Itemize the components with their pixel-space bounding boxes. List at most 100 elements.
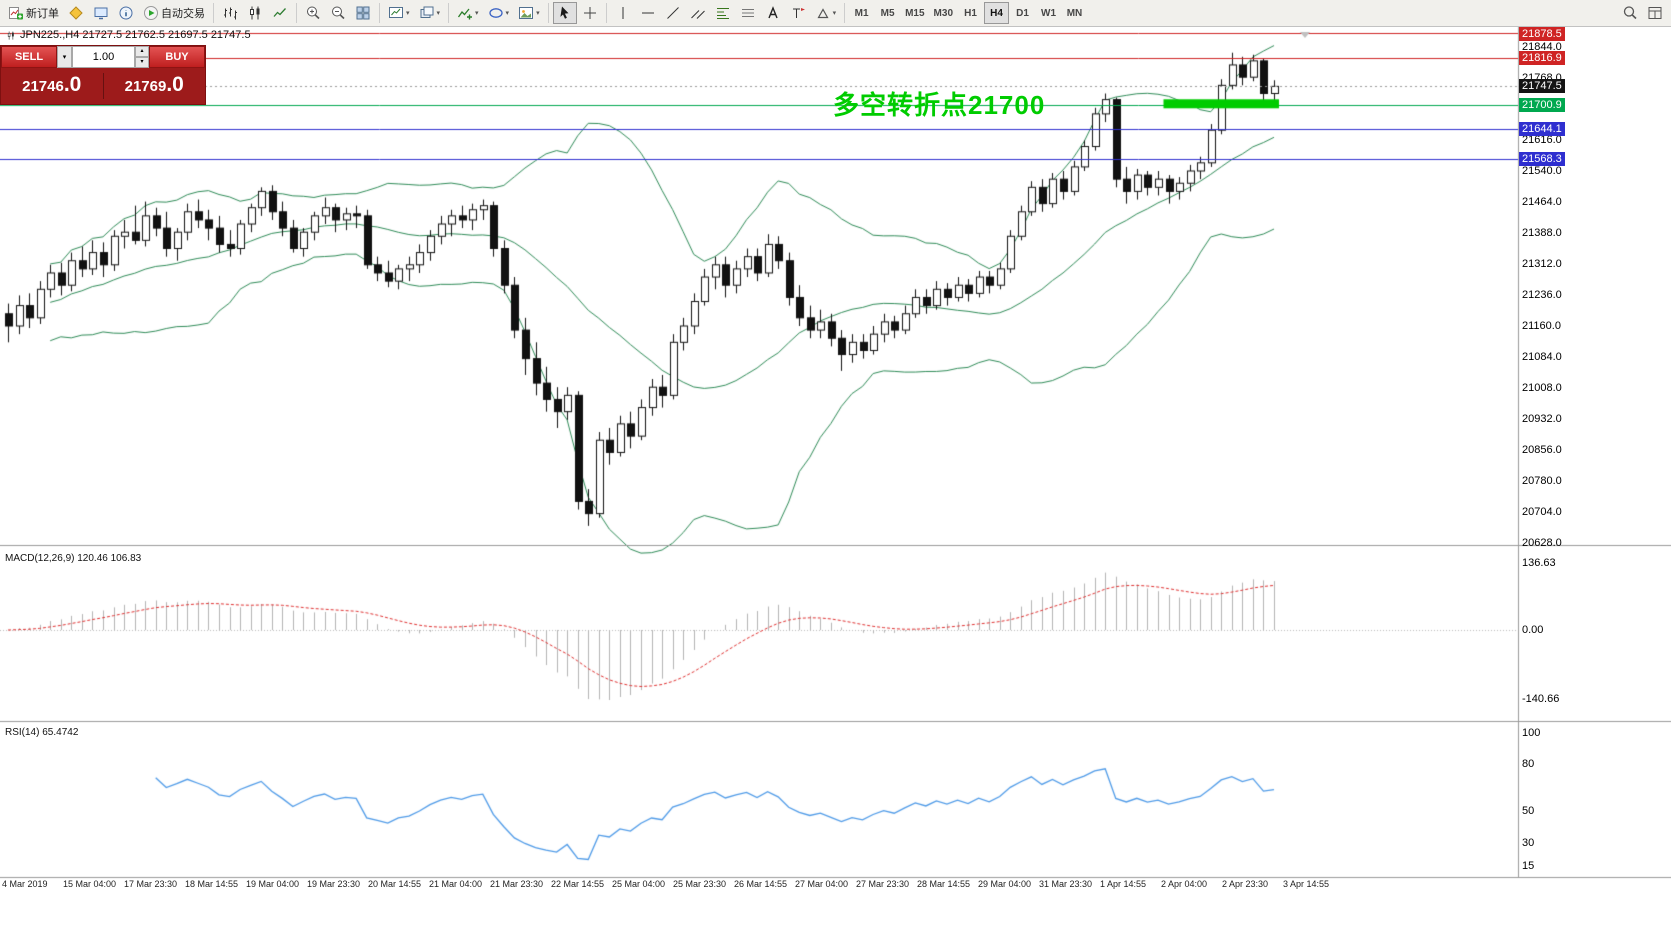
new-order-button-label: 新订单 <box>26 8 59 20</box>
crosshair-button[interactable] <box>578 2 602 24</box>
volume-input[interactable] <box>72 46 135 68</box>
time-axis-label: 17 Mar 23:30 <box>124 879 178 889</box>
new-order-button[interactable]: 新订单 <box>4 2 63 24</box>
price-axis-tick: 21540.0 <box>1522 165 1562 177</box>
volume-up-button[interactable]: ▴ <box>135 46 149 57</box>
lines-tool-button[interactable] <box>736 2 760 24</box>
shapes-icon <box>815 5 831 21</box>
timeframe-m15[interactable]: M15 <box>901 2 928 24</box>
new-chart-icon <box>388 5 404 21</box>
new-chart-button[interactable]: ▾ <box>384 2 414 24</box>
price-axis-tick: 21388.0 <box>1522 227 1562 239</box>
timeframe-h1-label: H1 <box>964 7 977 19</box>
chart-window: JPN225.,H4 21727.5 21762.5 21697.5 21747… <box>0 27 1671 941</box>
price-axis-tick: 21464.0 <box>1522 196 1562 208</box>
symbol-info: JPN225.,H4 21727.5 21762.5 21697.5 21747… <box>6 29 251 41</box>
time-axis-label: 3 Apr 14:55 <box>1283 879 1330 889</box>
time-axis-label: 25 Mar 04:00 <box>612 879 666 889</box>
price-level-badge[interactable]: 21878.5 <box>1519 27 1565 41</box>
cursor-button[interactable] <box>552 2 577 24</box>
zoom-out-button[interactable] <box>326 2 350 24</box>
price-axis-tick: 20628.0 <box>1522 537 1562 549</box>
tile-windows-button[interactable] <box>351 2 375 24</box>
time-axis-label: 2 Apr 04:00 <box>1161 879 1208 889</box>
toolbar: 新订单 自动交易 ▾ ▾ ▾ ▾ ▾ ▾ M1 M5 M15 M30 H1 H4 D1 W1 MN <box>0 0 1671 27</box>
cursor-icon <box>557 5 573 21</box>
volume-down-button[interactable]: ▾ <box>135 57 149 68</box>
dropdown-caret-icon: ▾ <box>505 10 510 17</box>
lines-icon <box>740 5 756 21</box>
sell-button[interactable]: SELL <box>1 46 57 68</box>
rsi-indicator-label: RSI(14) 65.4742 <box>5 727 79 738</box>
timeframe-m5[interactable]: M5 <box>875 2 900 24</box>
toolbar-separator <box>296 3 297 23</box>
rsi-axis-tick: 100 <box>1522 727 1541 739</box>
terminal-button[interactable] <box>89 2 113 24</box>
buy-price[interactable]: 21769.0 <box>104 67 206 105</box>
quotes-button[interactable] <box>64 2 88 24</box>
bar-chart-button[interactable] <box>218 2 242 24</box>
timeframe-m30[interactable]: M30 <box>930 2 957 24</box>
fibonacci-button[interactable] <box>711 2 735 24</box>
price-chart[interactable] <box>0 27 1671 941</box>
text-tool-button[interactable] <box>761 2 785 24</box>
toolbar-separator <box>547 3 549 23</box>
profiles-button[interactable]: ▾ <box>415 2 445 24</box>
bar-chart-icon <box>222 5 238 21</box>
shapes-button[interactable]: ▾ <box>811 2 841 24</box>
price-axis-tick: 20780.0 <box>1522 475 1562 487</box>
new-order-icon <box>8 5 24 21</box>
time-axis-label: 22 Mar 14:55 <box>551 879 605 889</box>
buy-price-frac: .0 <box>166 73 184 96</box>
label-tool-button[interactable] <box>786 2 810 24</box>
price-axis-tick: 21008.0 <box>1522 382 1562 394</box>
macd-indicator-label: MACD(12,26,9) 120.46 106.83 <box>5 553 142 564</box>
timeframe-m30-label: M30 <box>933 7 953 19</box>
zoom-in-button[interactable] <box>301 2 325 24</box>
timeframe-mn[interactable]: MN <box>1062 2 1087 24</box>
channel-button[interactable] <box>686 2 710 24</box>
objects-button[interactable]: ▾ <box>484 2 514 24</box>
timeframe-h4[interactable]: H4 <box>984 2 1009 24</box>
line-chart-button[interactable] <box>268 2 292 24</box>
horizontal-line-button[interactable] <box>636 2 660 24</box>
search-button[interactable] <box>1618 2 1642 24</box>
templates-button[interactable]: ▾ <box>514 2 544 24</box>
price-level-badge[interactable]: 21644.1 <box>1519 121 1565 136</box>
trendline-button[interactable] <box>661 2 685 24</box>
vertical-line-button[interactable] <box>611 2 635 24</box>
channel-icon <box>690 5 706 21</box>
price-level-badge[interactable]: 21700.9 <box>1519 98 1565 113</box>
price-level-badge[interactable]: 21816.9 <box>1519 51 1565 66</box>
pivot-annotation[interactable]: 多空转折点21700 <box>833 90 1046 120</box>
timeframe-m1[interactable]: M1 <box>849 2 874 24</box>
symbol-title: JPN225.,H4 21727.5 21762.5 21697.5 21747… <box>20 29 251 41</box>
rsi-axis-tick: 80 <box>1522 758 1535 771</box>
window-layout-button[interactable] <box>1643 2 1667 24</box>
indicators-button[interactable]: ▾ <box>453 2 483 24</box>
toolbar-separator <box>213 3 214 23</box>
tile-grid-icon <box>355 5 371 21</box>
buy-button[interactable]: BUY <box>149 46 205 68</box>
rsi-axis-tick: 15 <box>1522 860 1535 872</box>
time-axis-label: 21 Mar 23:30 <box>490 879 544 889</box>
one-click-trading-panel: SELL ▾ ▴ ▾ BUY 21746.0 21769.0 <box>0 45 206 105</box>
dropdown-caret-icon: ▾ <box>475 10 479 17</box>
price-axis-tick: 21160.0 <box>1522 320 1561 332</box>
help-button[interactable] <box>114 2 138 24</box>
timeframe-m15-label: M15 <box>905 7 925 19</box>
trade-panel-controls: SELL ▾ ▴ ▾ BUY <box>1 46 205 68</box>
sell-price-frac: .0 <box>63 73 82 96</box>
time-axis-label: 18 Mar 14:55 <box>185 879 239 889</box>
auto-trading-button[interactable]: 自动交易 <box>139 2 209 24</box>
candle-chart-button[interactable] <box>243 2 267 24</box>
fibonacci-icon <box>715 5 731 21</box>
price-level-badge[interactable]: 21568.3 <box>1519 152 1565 167</box>
timeframe-w1[interactable]: W1 <box>1036 2 1061 24</box>
timeframe-d1[interactable]: D1 <box>1010 2 1035 24</box>
timeframe-h1[interactable]: H1 <box>958 2 983 24</box>
crosshair-icon <box>582 5 598 21</box>
trade-options-button[interactable]: ▾ <box>57 46 72 68</box>
time-axis-label: 2 Apr 23:30 <box>1222 879 1269 889</box>
sell-price[interactable]: 21746.0 <box>1 67 103 105</box>
